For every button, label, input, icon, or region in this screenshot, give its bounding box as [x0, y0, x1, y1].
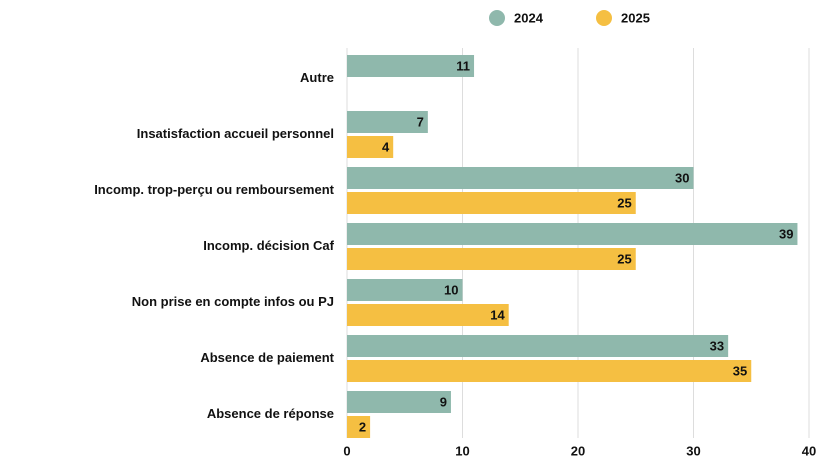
y-tick-label: Absence de paiement: [200, 350, 334, 365]
value-label: 14: [490, 307, 505, 322]
legend-label: 2025: [621, 10, 650, 25]
y-tick-label: Absence de réponse: [207, 406, 334, 421]
bar: [347, 391, 451, 413]
bar: [347, 248, 636, 270]
legend-swatch: [596, 10, 612, 26]
bar: [347, 192, 636, 214]
value-label: 25: [617, 195, 631, 210]
value-label: 39: [779, 226, 793, 241]
x-tick-label: 0: [343, 443, 350, 458]
value-label: 9: [440, 394, 447, 409]
value-label: 2: [359, 419, 366, 434]
x-tick-label: 30: [686, 443, 700, 458]
x-tick-label: 10: [455, 443, 469, 458]
bar: [347, 304, 509, 326]
y-tick-label: Incomp. décision Caf: [203, 238, 334, 253]
y-tick-label: Autre: [300, 70, 334, 85]
y-tick-label: Non prise en compte infos ou PJ: [132, 294, 334, 309]
value-label: 30: [675, 170, 689, 185]
bar: [347, 55, 475, 77]
value-label: 35: [733, 363, 747, 378]
bar: [347, 167, 694, 189]
y-tick-label: Insatisfaction accueil personnel: [137, 126, 334, 141]
x-tick-label: 40: [802, 443, 816, 458]
bar: [347, 111, 428, 133]
value-label: 11: [456, 58, 470, 73]
legend-swatch: [489, 10, 505, 26]
bar: [347, 223, 798, 245]
bar: [347, 335, 729, 357]
bar: [347, 416, 371, 438]
value-label: 33: [710, 338, 724, 353]
value-label: 25: [617, 251, 631, 266]
legend-label: 2024: [514, 10, 544, 25]
bar: [347, 136, 394, 158]
y-tick-label: Incomp. trop-perçu ou remboursement: [94, 182, 334, 197]
bar: [347, 279, 463, 301]
value-label: 10: [444, 282, 458, 297]
x-tick-label: 20: [571, 443, 585, 458]
bar: [347, 360, 752, 382]
value-label: 4: [382, 139, 390, 154]
value-label: 7: [417, 114, 424, 129]
